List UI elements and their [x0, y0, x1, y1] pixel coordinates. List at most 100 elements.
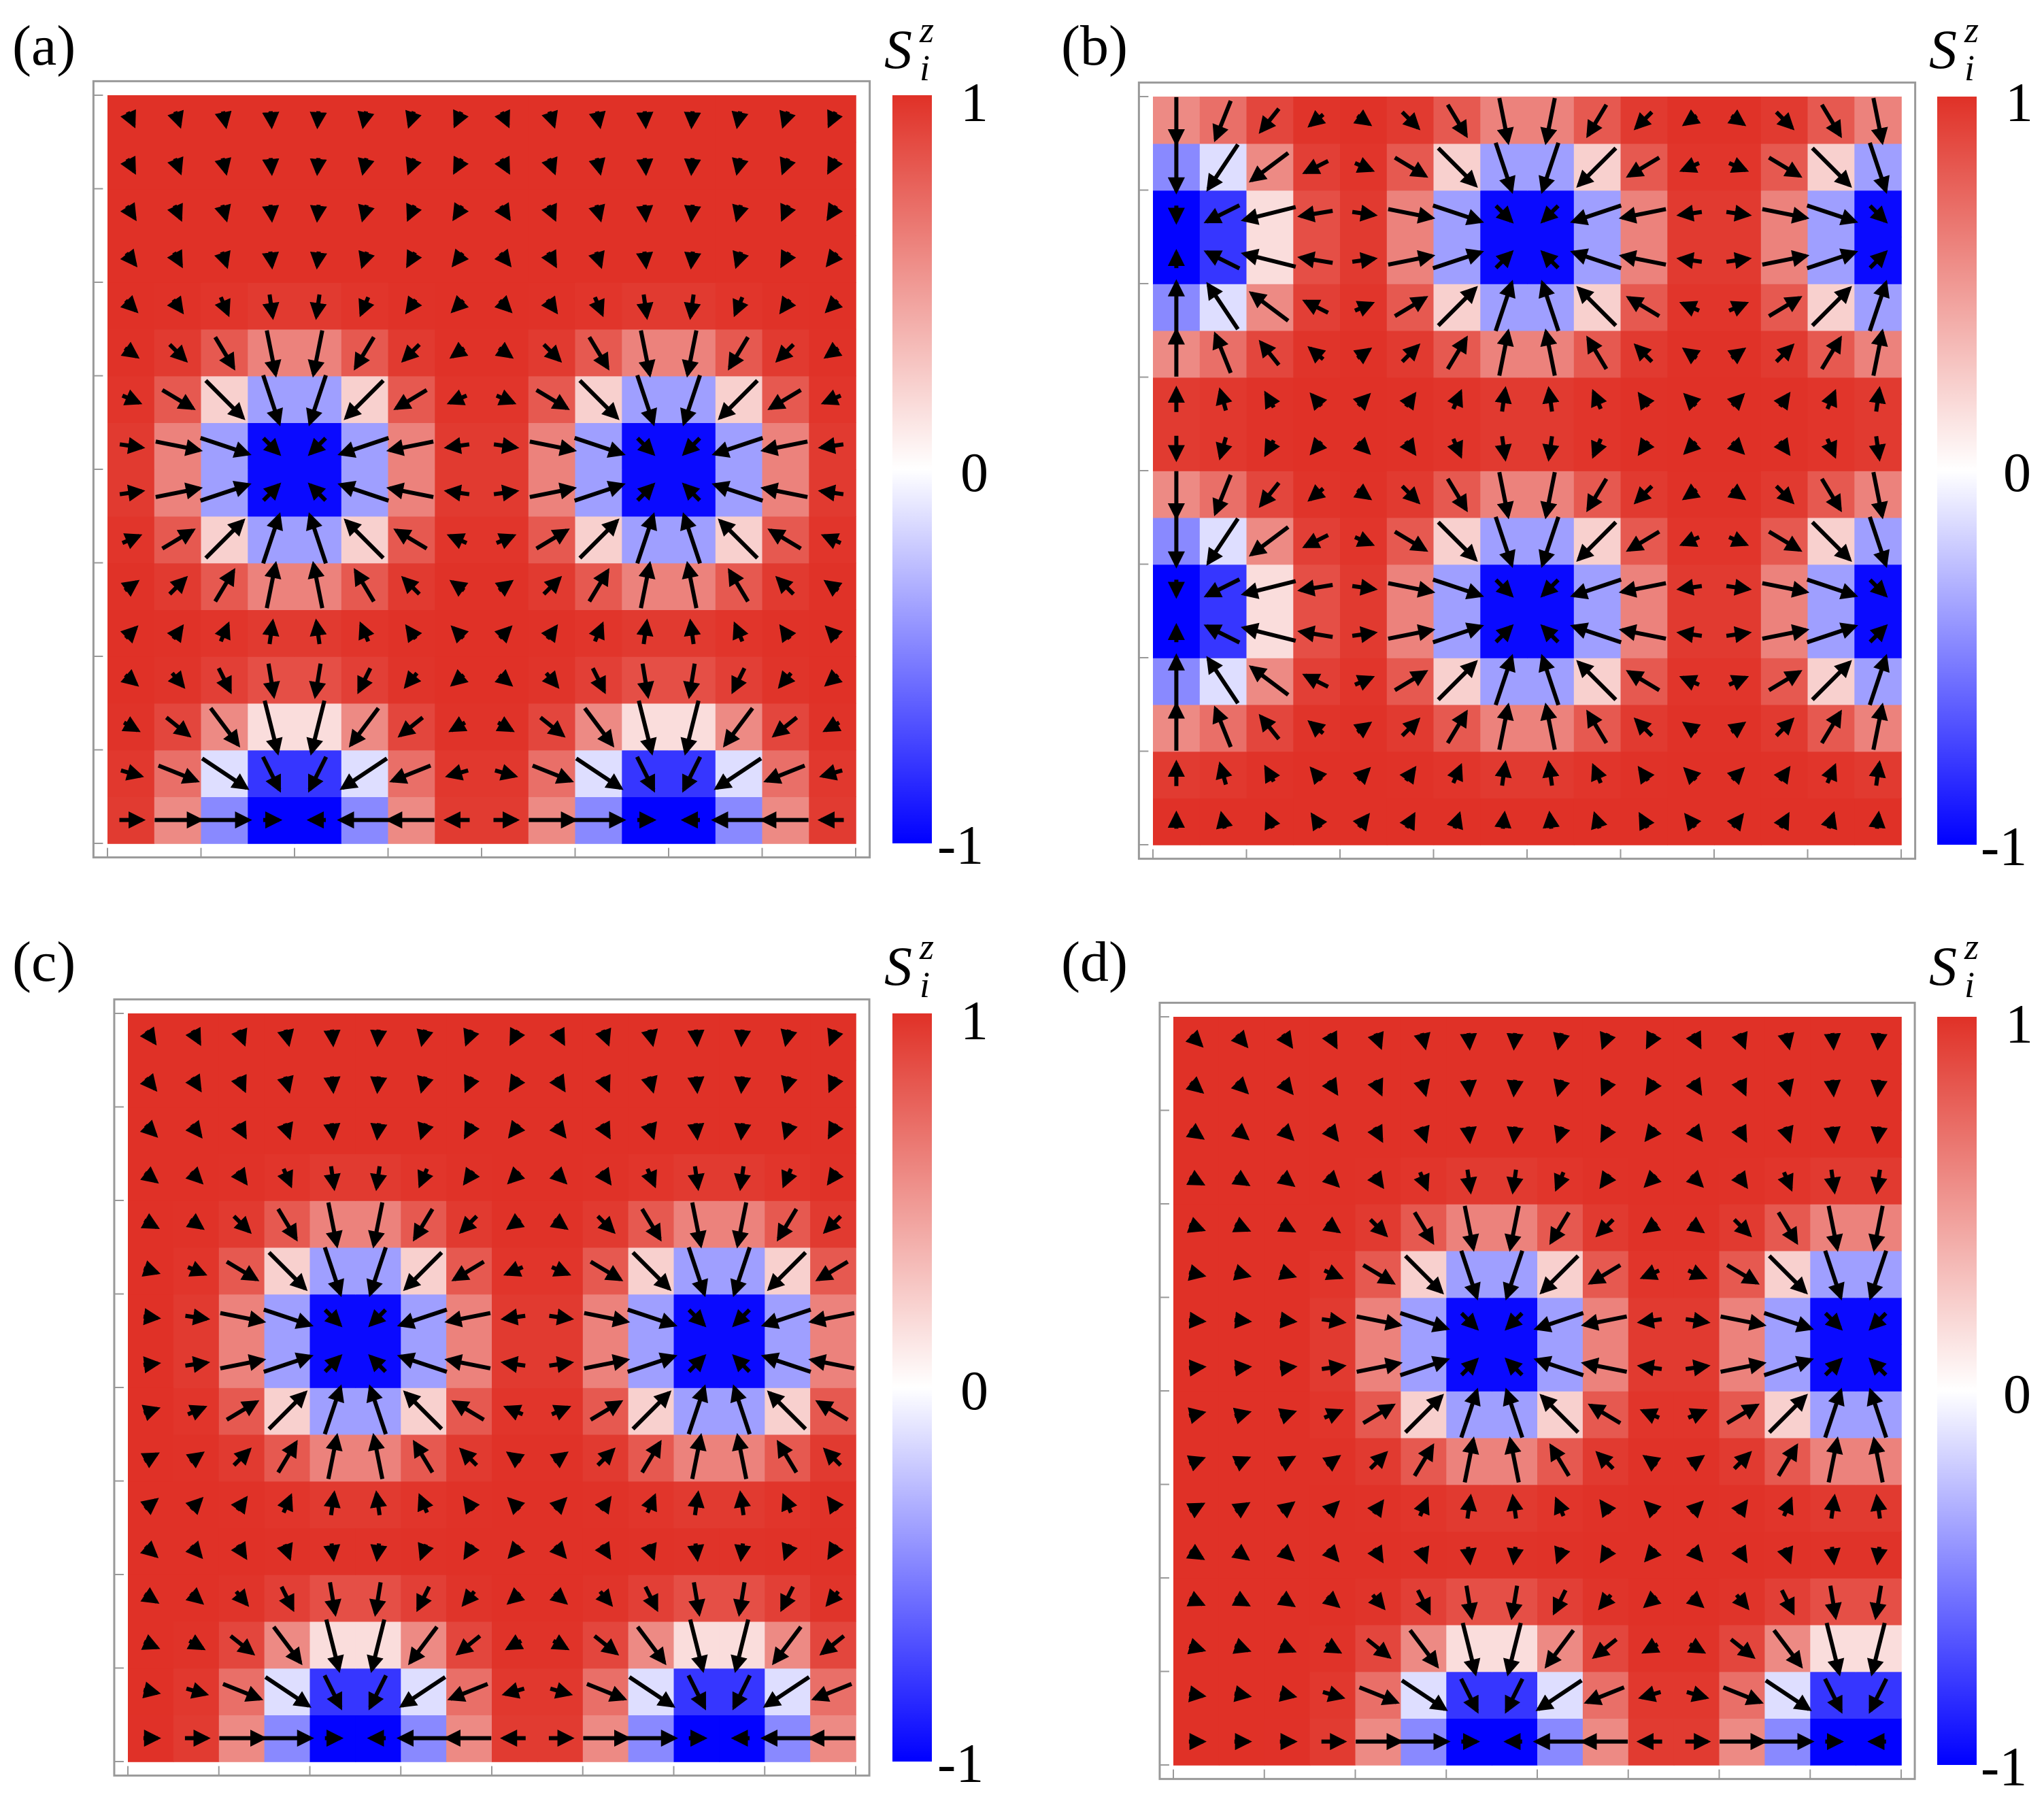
heatmap-a	[92, 80, 871, 859]
spin-arrow	[155, 439, 203, 456]
spin-arrow	[680, 700, 701, 756]
colorbar-tick-d-m1: -1	[1981, 1736, 2027, 1798]
spin-arrow	[307, 330, 325, 378]
spin-arrow	[635, 374, 657, 426]
spin-arrow	[1188, 1311, 1207, 1329]
colorbar-title-a: S	[884, 18, 912, 80]
spin-arrow	[1460, 1032, 1477, 1051]
spin-arrow	[1188, 1359, 1207, 1377]
spin-arrow	[542, 575, 563, 596]
spin-arrow	[588, 621, 605, 643]
colorbar-tick-a-1: 1	[960, 71, 988, 133]
spin-arrow	[734, 1076, 752, 1094]
spin-arrow	[167, 670, 186, 689]
spin-arrow	[119, 484, 146, 502]
spin-arrow	[636, 618, 654, 645]
spin-arrow	[323, 1122, 341, 1141]
spin-arrow	[1507, 1126, 1524, 1145]
spin-arrow	[121, 716, 141, 733]
spin-arrow	[680, 374, 702, 426]
spin-arrow	[339, 756, 388, 790]
colorbar-title-c: S	[884, 935, 912, 997]
colorbar-sub-a: i	[920, 48, 930, 88]
spin-arrow	[199, 481, 252, 503]
heatmap-c	[113, 998, 871, 1777]
spin-arrow	[306, 512, 328, 565]
spin-arrow	[309, 618, 327, 645]
spin-arrow	[143, 1308, 161, 1326]
spin-arrow	[494, 248, 512, 268]
spin-arrow	[161, 388, 196, 410]
spin-arrow	[1824, 1079, 1841, 1098]
spin-arrow	[263, 700, 283, 756]
spin-arrow	[539, 716, 566, 738]
heatmap-b	[1137, 81, 1917, 860]
spin-arrow	[775, 575, 795, 596]
colorbar-d: S z i 1 0 -1	[1929, 926, 2033, 1798]
panel-a: (a) S z i 1 0 -1	[12, 10, 988, 876]
spin-arrow	[588, 296, 605, 318]
spin-arrow	[448, 716, 468, 733]
spin-arrow	[261, 512, 283, 565]
spin-arrow	[386, 439, 434, 456]
spin-arrow	[450, 294, 469, 314]
spin-arrow	[683, 663, 701, 699]
spin-arrow	[636, 158, 654, 176]
spin-arrow	[573, 481, 626, 503]
spin-arrow	[445, 764, 469, 781]
spin-arrow	[1824, 1126, 1841, 1145]
colorbar-tick-b-m1: -1	[1981, 815, 2027, 877]
spin-arrow	[826, 155, 843, 175]
panel-c: (c) S z i 1 0 -1	[12, 926, 988, 1794]
spin-arrow	[820, 389, 842, 405]
spin-arrow	[167, 624, 184, 643]
spin-arrow	[733, 1029, 752, 1047]
spin-arrow	[635, 512, 657, 565]
spin-arrow	[369, 1029, 388, 1047]
spin-arrow	[199, 436, 252, 458]
spin-arrow	[1824, 1032, 1841, 1051]
spin-arrow	[684, 251, 701, 270]
spin-arrow	[1460, 1126, 1477, 1145]
spin-arrow	[120, 764, 144, 781]
spin-arrow	[337, 481, 390, 503]
spin-arrow	[493, 484, 520, 502]
spin-arrow	[823, 341, 843, 359]
spin-arrow	[405, 249, 422, 269]
spin-arrow	[1188, 1685, 1207, 1702]
spin-arrow	[309, 251, 327, 270]
spin-arrow	[684, 158, 701, 176]
spin-arrow	[684, 204, 701, 223]
spin-arrow	[494, 625, 513, 644]
spin-arrow	[214, 203, 231, 223]
spin-arrow	[826, 202, 843, 222]
spin-arrow	[1506, 1032, 1524, 1051]
spin-arrow	[1234, 1359, 1252, 1377]
spin-arrow	[358, 250, 375, 269]
spin-arrow	[337, 436, 390, 458]
spin-arrow	[494, 764, 518, 781]
spin-arrow	[201, 756, 250, 790]
spin-arrow	[541, 156, 558, 175]
spin-arrow	[165, 716, 192, 738]
colorbar-gradient-d	[1937, 1017, 1977, 1765]
spin-arrow	[443, 437, 470, 454]
spin-arrow	[1279, 1360, 1298, 1377]
spin-arrow	[262, 158, 280, 176]
spin-arrow	[309, 204, 327, 223]
spin-arrow	[767, 528, 802, 551]
spin-arrow	[406, 203, 422, 222]
colorbar-gradient-c	[892, 1013, 932, 1762]
spin-arrow	[495, 716, 515, 733]
spin-arrow	[682, 330, 699, 378]
spin-arrow	[529, 439, 577, 456]
spin-arrow	[578, 518, 620, 560]
spin-arrow	[452, 202, 469, 222]
spin-arrow	[393, 528, 428, 551]
spin-arrow	[1506, 1079, 1524, 1098]
spin-arrow	[357, 110, 375, 129]
spin-arrow	[306, 700, 326, 756]
spin-arrow	[728, 336, 750, 371]
spin-arrow	[1869, 810, 1886, 829]
spin-arrow	[323, 1076, 341, 1094]
